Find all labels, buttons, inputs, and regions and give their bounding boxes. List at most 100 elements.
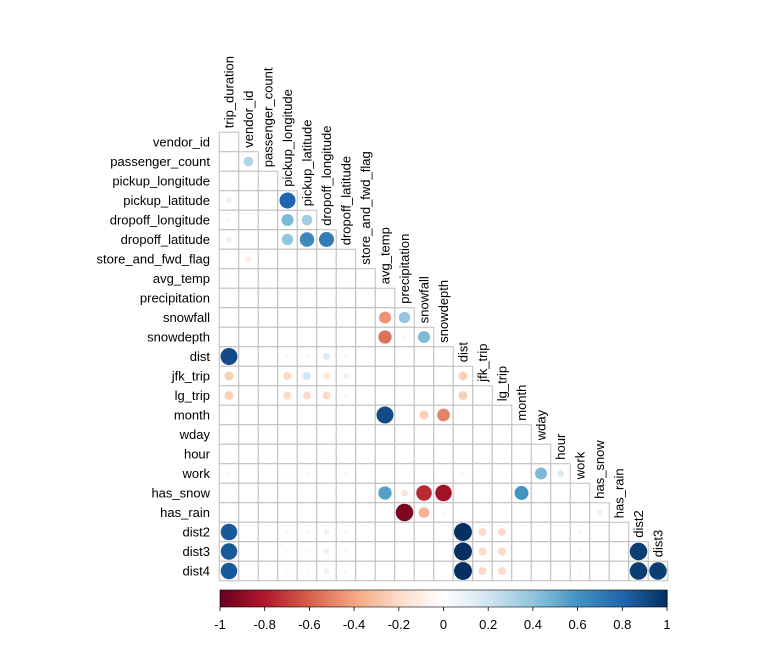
correlation-circle [540,531,542,533]
correlation-circle [304,549,310,554]
correlation-circle [462,414,464,416]
correlation-circle [301,214,313,226]
grid-cell [355,404,376,426]
grid-cell [238,482,259,504]
colorbar-segment [403,590,407,607]
colorbar-segment [452,590,456,607]
colorbar-segment [494,590,498,607]
grid-cell [608,541,630,562]
correlation-circle [228,297,230,299]
colorbar-tick-label: -0.2 [388,617,410,632]
colorbar-segment [655,590,659,607]
colorbar-segment [561,590,565,607]
grid-cell [257,385,279,406]
grid-cell [277,443,298,465]
colorbar-segment [582,590,585,607]
grid-cell [472,482,493,504]
colorbar-segment [316,590,319,607]
grid-cell [277,482,298,504]
correlation-circle [520,570,523,572]
grid-cell [238,521,259,543]
column-label: snowdepth [436,280,451,343]
colorbar-segment [275,590,279,607]
colorbar-segment [309,590,313,607]
grid-cell [296,443,318,465]
grid-cell [316,307,337,328]
colorbar-segment [374,590,378,607]
row-label: snowdepth [147,330,210,345]
colorbar-segment [302,590,306,607]
column-label: dropoff_longitude [319,126,334,226]
grid-cell [433,385,454,406]
colorbar-segment [363,590,366,607]
correlation-circle [302,391,312,400]
correlation-circle [299,232,315,247]
grid-cell [452,502,474,523]
colorbar-segment [358,590,362,607]
correlation-circle [402,432,407,437]
row-label: pickup_latitude [123,193,210,208]
correlation-circle [520,433,523,436]
colorbar-segment [474,590,478,607]
colorbar-segment [622,590,626,607]
correlation-circle [228,316,230,319]
correlation-circle [224,371,234,381]
colorbar-segment [483,590,487,607]
grid-cell [335,482,357,504]
colorbar-segment [508,590,512,607]
correlation-circle [227,277,231,280]
grid-cell [335,287,357,309]
column-label: precipitation [397,234,412,304]
correlation-circle [228,160,230,163]
row-label: has_rain [160,505,210,520]
colorbar-segment [307,590,310,607]
colorbar-segment [291,590,295,607]
colorbar-segment [380,590,384,607]
colorbar-segment [461,590,465,607]
correlation-circle [267,472,269,475]
correlation-circle [401,489,408,497]
colorbar-segment [376,590,380,607]
colorbar-segment [608,590,612,607]
correlation-circle [458,391,468,400]
colorbar-segment [318,590,322,607]
correlation-circle [228,453,230,455]
correlation-circle [540,550,542,553]
grid-cell [277,404,298,426]
colorbar-segment [293,590,297,607]
grid-cell [569,482,591,504]
colorbar-segment [313,590,317,607]
grid-cell [296,482,318,504]
colorbar-segment [287,590,290,607]
correlation-circle [596,509,603,516]
colorbar-segment [633,590,637,607]
colorbar-segment [385,590,389,607]
row-label: dist4 [183,564,210,579]
grid-cell [335,326,357,348]
colorbar-segment [579,590,583,607]
colorbar-segment [564,590,568,607]
row-label: dropoff_longitude [110,213,210,228]
grid-cell [238,424,259,445]
column-label: snowfall [417,276,432,323]
grid-cell [335,404,357,426]
column-label: trip_duration [222,56,237,128]
colorbar-segment [568,590,572,607]
grid-cell [238,209,259,231]
grid-cell [413,541,435,562]
grid-cell [238,502,259,523]
column-label: has_rain [612,468,627,518]
colorbar-segment [342,590,346,607]
correlation-circle [226,236,232,243]
correlation-circle [419,410,429,420]
grid-cell [394,443,415,465]
colorbar-segment [535,590,538,607]
grid-cell [257,170,279,192]
grid-cell [355,268,376,289]
correlation-circle [462,433,464,436]
grid-cell [257,404,279,426]
grid-cell [277,326,298,348]
grid-cell [472,424,493,445]
column-label: pickup_longitude [280,89,295,187]
